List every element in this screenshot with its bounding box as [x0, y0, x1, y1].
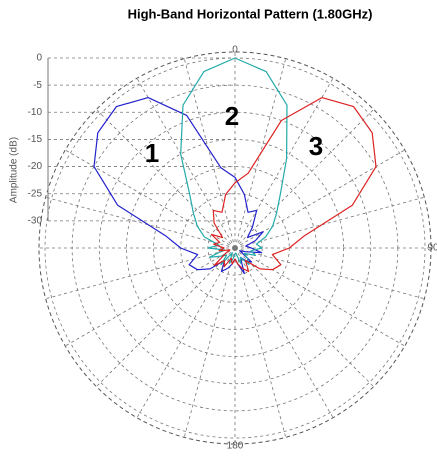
r-tick-label: -20 — [28, 161, 43, 172]
r-tick-label: -5 — [33, 80, 42, 91]
r-tick-label: -10 — [28, 107, 43, 118]
grid-ring — [153, 166, 317, 330]
radial-grid — [234, 78, 334, 249]
radial-grid — [234, 247, 405, 347]
theta-tick-label: 180 — [227, 441, 244, 452]
r-tick-label: -30 — [28, 215, 43, 226]
outer-circle — [38, 51, 432, 445]
pattern-line — [210, 97, 377, 273]
radial-grid — [45, 196, 236, 249]
r-axis-label: Amplitude (dB) — [9, 137, 20, 203]
pattern-line — [180, 57, 288, 266]
annotation: 1 — [145, 138, 159, 168]
radial-grid — [183, 247, 236, 438]
radial-grid — [136, 78, 236, 249]
radial-grid — [96, 109, 236, 249]
pattern-line — [93, 97, 264, 275]
grid-ring — [71, 84, 399, 412]
grid-ring — [98, 111, 372, 385]
radial-grid — [234, 196, 425, 249]
r-tick-label: -25 — [28, 188, 43, 199]
radial-grid — [234, 247, 374, 387]
radial-grid — [234, 247, 287, 438]
radial-grid — [65, 247, 236, 347]
r-tick-label: -15 — [28, 134, 43, 145]
r-tick-label: 0 — [36, 53, 42, 64]
radial-grid — [45, 247, 236, 300]
theta-tick-label: 90 — [427, 243, 437, 254]
radial-grid — [234, 247, 334, 418]
radial-grid — [183, 58, 236, 249]
theta-tick-label: 0 — [232, 45, 238, 56]
annotation: 2 — [225, 101, 239, 131]
radial-grid — [234, 247, 425, 300]
chart-title: High-Band Horizontal Pattern (1.80GHz) — [128, 6, 373, 21]
annotation: 3 — [309, 131, 323, 161]
radial-grid — [234, 109, 374, 249]
radial-grid — [136, 247, 236, 418]
radial-grid — [96, 247, 236, 387]
